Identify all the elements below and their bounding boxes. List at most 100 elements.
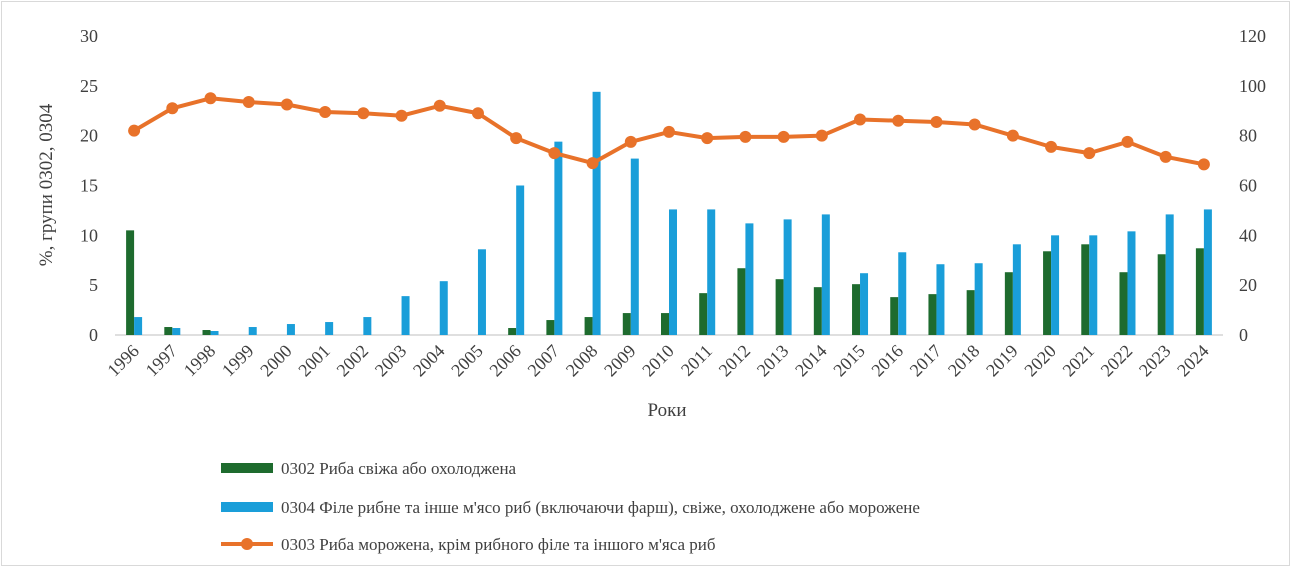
bar-0302 — [1157, 254, 1166, 335]
point-0303 — [548, 147, 561, 160]
bar-0302 — [966, 290, 975, 335]
bar-0302 — [202, 330, 211, 335]
x-tick-label: 2010 — [638, 341, 678, 381]
bar-0304 — [669, 209, 677, 335]
y-tick-label-right: 40 — [1239, 225, 1257, 245]
bar-0302 — [508, 328, 517, 335]
x-tick-label: 2004 — [409, 341, 449, 381]
y-tick-label-left: 5 — [89, 275, 98, 295]
x-tick-label: 2011 — [677, 341, 716, 380]
x-tick-label: 2012 — [715, 341, 755, 381]
x-tick-label: 2002 — [333, 341, 373, 381]
y-axis-title: %, групи 0302, 0304 — [36, 103, 57, 266]
point-0303 — [433, 99, 446, 112]
point-0303 — [854, 113, 867, 126]
bar-0304 — [592, 91, 601, 336]
bar-0302 — [1004, 272, 1013, 335]
x-tick-label: 2016 — [867, 341, 907, 381]
point-0303 — [624, 135, 637, 148]
bar-0304 — [248, 327, 257, 335]
bar-0302 — [546, 320, 555, 335]
bar-0304 — [363, 317, 372, 335]
bar-0302 — [1195, 248, 1204, 335]
x-tick-label: 2020 — [1020, 341, 1060, 381]
y-tick-label-left: 0 — [89, 325, 98, 345]
bar-0304 — [630, 158, 639, 335]
bar-0302 — [584, 317, 593, 335]
y-tick-label-left: 20 — [80, 126, 98, 146]
point-0303 — [930, 115, 943, 128]
point-0303 — [1197, 158, 1210, 171]
y-tick-label-left: 25 — [80, 76, 98, 96]
point-0303 — [471, 107, 484, 120]
y-tick-label-right: 0 — [1239, 325, 1248, 345]
bar-0302 — [622, 313, 631, 335]
bar-0302 — [661, 313, 669, 335]
x-tick-label: 2022 — [1097, 341, 1137, 381]
bar-0304 — [974, 263, 983, 335]
point-0303 — [1159, 150, 1172, 163]
legend-item-0302: 0302 Риба свіжа або охолоджена — [221, 459, 517, 478]
bar-0302 — [1081, 244, 1090, 335]
point-0303 — [1121, 135, 1134, 148]
bar-0302 — [813, 287, 822, 335]
x-tick-label: 1997 — [142, 341, 182, 381]
bar-0304 — [821, 214, 830, 335]
bar-0304 — [1165, 214, 1174, 335]
point-0303 — [1006, 129, 1019, 142]
x-tick-label: 2014 — [791, 341, 831, 381]
point-0303 — [128, 124, 141, 137]
x-tick-label: 2009 — [600, 341, 640, 381]
legend-label-0302: 0302 Риба свіжа або охолоджена — [281, 459, 517, 478]
x-tick-label: 2005 — [447, 341, 487, 381]
bar-0302 — [890, 297, 899, 335]
y-tick-label-right: 100 — [1239, 76, 1266, 96]
point-0303 — [739, 130, 752, 143]
bar-0304 — [554, 141, 563, 335]
point-0303 — [357, 107, 370, 120]
point-0303 — [892, 114, 905, 127]
point-0303 — [204, 92, 217, 105]
bar-0304 — [401, 296, 410, 335]
point-0303 — [777, 130, 790, 143]
x-tick-label: 2001 — [294, 341, 334, 381]
bar-0302 — [1043, 251, 1052, 335]
x-tick-label: 2018 — [944, 341, 984, 381]
point-0303 — [1045, 140, 1058, 153]
point-0303 — [395, 109, 408, 122]
bar-0304 — [1203, 209, 1212, 335]
y-axis-left-ticks: 0 5 10 15 20 25 30 — [80, 26, 98, 345]
point-0303 — [968, 118, 981, 131]
bar-0304 — [898, 252, 907, 335]
bar-0302 — [126, 230, 135, 335]
x-tick-label: 2023 — [1135, 341, 1175, 381]
x-tick-label: 2007 — [524, 341, 564, 381]
x-tick-label: 1999 — [218, 341, 258, 381]
x-tick-label: 2006 — [485, 341, 525, 381]
legend: 0302 Риба свіжа або охолоджена 0304 Філе… — [221, 459, 920, 554]
point-0303 — [319, 105, 332, 118]
bar-0302 — [737, 268, 746, 335]
y-tick-label-left: 15 — [80, 176, 98, 196]
point-0303 — [280, 98, 293, 111]
x-tick-label: 2015 — [829, 341, 869, 381]
x-tick-label: 2024 — [1173, 341, 1213, 381]
point-0303 — [701, 132, 714, 145]
bar-0304 — [477, 249, 486, 335]
x-axis-title: Роки — [648, 400, 687, 421]
point-0303 — [242, 96, 255, 109]
bar-0302 — [928, 294, 937, 335]
x-tick-label: 2003 — [371, 341, 411, 381]
bar-0304 — [707, 209, 716, 335]
x-axis-ticks: 1996199719981999200020012002200320042005… — [103, 341, 1212, 381]
bars — [126, 91, 1212, 336]
bar-0304 — [1089, 235, 1098, 335]
x-tick-label: 1996 — [103, 341, 143, 381]
x-tick-label: 2019 — [982, 341, 1022, 381]
legend-label-0303: 0303 Риба морожена, крім рибного філе та… — [281, 535, 716, 554]
legend-swatch-0304 — [221, 502, 273, 512]
y-tick-label-right: 20 — [1239, 275, 1257, 295]
bar-0302 — [699, 293, 708, 335]
bar-0304 — [1012, 244, 1021, 335]
